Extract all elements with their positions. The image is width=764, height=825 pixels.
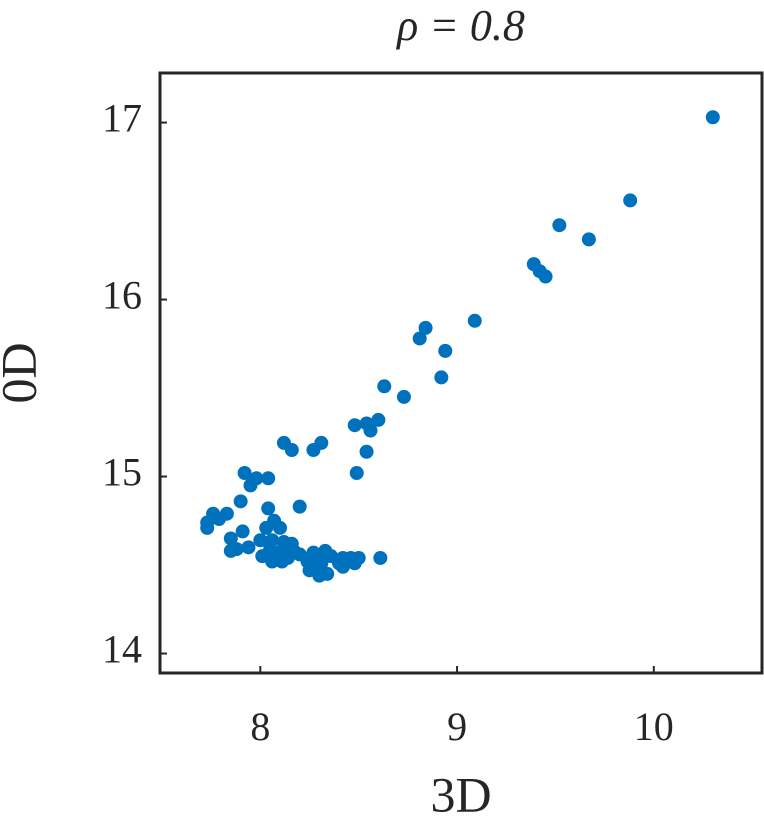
point: [274, 554, 289, 569]
point: [347, 418, 362, 433]
point: [237, 466, 252, 480]
point: [349, 466, 364, 480]
point: [396, 389, 411, 404]
point: [265, 554, 280, 569]
y-axis-label: 0D: [0, 342, 46, 403]
point: [253, 533, 268, 548]
point: [233, 494, 248, 509]
point: [581, 232, 596, 247]
point: [292, 499, 307, 514]
point: [418, 320, 433, 335]
point: [363, 423, 378, 438]
point: [412, 331, 427, 346]
point: [335, 559, 350, 574]
point: [259, 520, 274, 535]
y-tick-label: 16: [102, 273, 142, 318]
point: [223, 531, 238, 546]
x-axis-label: 3D: [430, 766, 491, 822]
point: [552, 218, 567, 233]
point: [212, 512, 227, 527]
y-tick-label: 15: [102, 450, 142, 495]
x-tick-label: 8: [250, 704, 270, 749]
point: [434, 370, 449, 385]
plot-frame: [158, 71, 764, 675]
point: [705, 110, 720, 125]
x-tick-label: 10: [634, 704, 674, 749]
point: [371, 412, 386, 427]
point: [312, 568, 327, 583]
x-tick-label: 9: [447, 704, 467, 749]
point: [373, 550, 388, 565]
point: [306, 442, 321, 457]
y-tick-label: 14: [102, 627, 142, 672]
point: [223, 543, 238, 558]
point: [438, 343, 453, 358]
point: [235, 524, 250, 539]
point: [261, 471, 276, 486]
point: [200, 520, 215, 535]
point: [241, 540, 256, 555]
point: [359, 444, 374, 459]
chart-title: ρ = 0.8: [395, 1, 525, 50]
point: [538, 269, 553, 284]
point: [377, 379, 392, 394]
point: [623, 193, 638, 208]
point: [467, 313, 482, 328]
point: [347, 556, 362, 571]
point: [261, 501, 276, 516]
point: [284, 442, 299, 457]
point: [273, 520, 288, 535]
y-tick-label: 17: [102, 96, 142, 141]
point: [243, 478, 258, 493]
